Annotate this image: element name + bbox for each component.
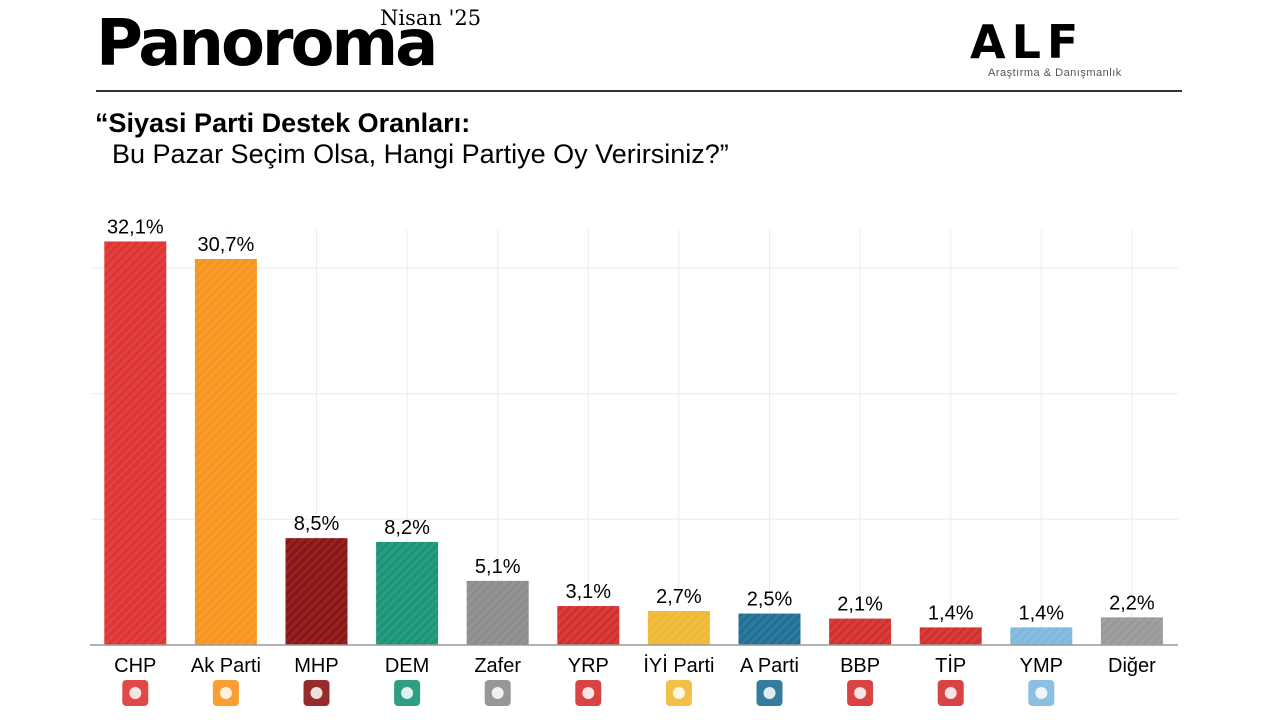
category-label: Diğer <box>1108 655 1156 677</box>
value-label: 2,1% <box>837 594 883 616</box>
category-label: YMP <box>1020 655 1063 677</box>
category-label: CHP <box>114 655 156 677</box>
bar-texture <box>285 538 348 645</box>
category-label: TİP <box>935 654 966 677</box>
bar-texture <box>104 241 167 645</box>
bar-texture <box>376 541 439 645</box>
edition-date: Nisan '25 <box>380 6 482 30</box>
category-label: DEM <box>385 655 429 677</box>
bar-texture <box>919 627 982 645</box>
value-label: 5,1% <box>475 556 521 578</box>
alf-logo: ALF <box>970 16 1084 69</box>
bar-texture <box>647 611 710 645</box>
value-label: 2,7% <box>656 586 702 608</box>
alf-logo-text: ALF <box>970 16 1084 69</box>
value-label: 1,4% <box>1019 602 1065 624</box>
value-label: 1,4% <box>928 602 974 624</box>
ymp-logo-icon <box>1028 680 1055 706</box>
iyi-logo-icon <box>665 680 692 706</box>
value-label: 8,2% <box>384 517 430 539</box>
question-line-1: “Siyasi Parti Destek Oranları: <box>95 108 471 138</box>
category-label: A Parti <box>740 655 799 677</box>
alf-logo-subtitle: Araştırma & Danışmanlık <box>988 67 1122 79</box>
dem-logo-icon <box>394 680 421 706</box>
yrp-logo-icon <box>575 680 602 706</box>
category-label: BBP <box>840 655 880 677</box>
value-label: 32,1% <box>107 216 164 238</box>
bar-texture <box>738 613 801 645</box>
header-divider <box>96 90 1182 92</box>
mhp-logo-icon <box>303 680 330 706</box>
chp-logo-icon <box>122 680 149 706</box>
zafer-logo-icon <box>484 680 511 706</box>
bbp-logo-icon <box>847 680 874 706</box>
category-label: İYİ Parti <box>643 654 714 677</box>
category-label: YRP <box>568 655 609 677</box>
bar-texture <box>1100 617 1163 645</box>
value-label: 2,5% <box>747 589 793 611</box>
value-label: 30,7% <box>198 234 255 256</box>
bar-texture <box>194 259 257 645</box>
a-parti-logo-icon <box>756 680 783 706</box>
akp-logo-icon <box>212 680 239 706</box>
bar-texture <box>1010 627 1073 645</box>
brand-title: Panoroma <box>96 7 438 81</box>
category-label: MHP <box>294 655 338 677</box>
category-label: Zafer <box>474 655 521 677</box>
value-label: 8,5% <box>294 513 340 535</box>
category-label: Ak Parti <box>191 655 261 677</box>
bar-texture <box>829 618 892 645</box>
tip-logo-icon <box>937 680 964 706</box>
bar-texture <box>557 606 620 645</box>
value-label: 2,2% <box>1109 592 1155 614</box>
question-line-2: Bu Pazar Seçim Olsa, Hangi Partiye Oy Ve… <box>112 139 729 169</box>
bar-texture <box>466 580 529 645</box>
value-label: 3,1% <box>566 581 612 603</box>
